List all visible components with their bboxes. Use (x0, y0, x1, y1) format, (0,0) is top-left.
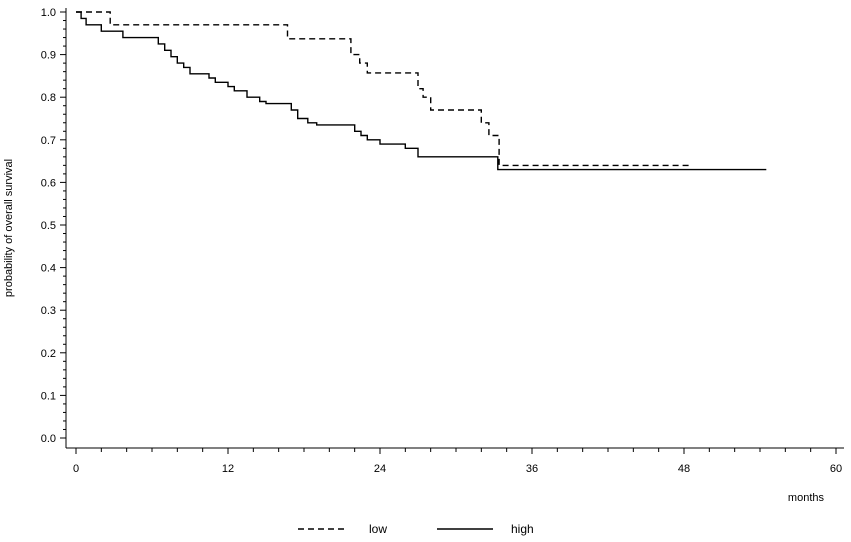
y-tick-label: 0.5 (41, 220, 56, 232)
x-tick-label: 36 (526, 463, 538, 475)
y-tick-label: 0.8 (41, 92, 56, 104)
y-tick-label: 0.1 (41, 390, 56, 402)
legend-label-high: high (511, 522, 534, 536)
x-tick-label: 12 (222, 463, 234, 475)
y-tick-label: 0.2 (41, 348, 56, 360)
legend: low high (298, 522, 534, 536)
legend-label-low: low (369, 522, 387, 536)
x-tick-label: 60 (830, 463, 842, 475)
y-tick-label: 0.3 (41, 305, 56, 317)
y-tick-label: 0.4 (41, 263, 56, 275)
x-tick-label: 24 (374, 463, 386, 475)
series-layer (76, 11, 767, 171)
y-tick-label: 1.0 (41, 7, 56, 19)
y-axis-title: probability of overall survival (3, 159, 15, 297)
y-tick-label: 0.0 (41, 433, 56, 445)
y-axis-ticks: 0.0 0.1 0.2 0.3 0.4 0.5 0.6 0.7 0.8 0.9 1.0 (41, 7, 66, 445)
x-tick-label: 48 (678, 463, 690, 475)
x-tick-label: 0 (73, 463, 79, 475)
y-tick-label: 0.9 (41, 50, 56, 62)
plot-frame (65, 8, 844, 449)
series-line-low (76, 11, 691, 167)
x-axis-ticks: 0 12 24 36 48 60 (73, 448, 842, 475)
x-axis-title: months (788, 492, 825, 504)
y-tick-label: 0.6 (41, 177, 56, 189)
y-tick-label: 0.7 (41, 135, 56, 147)
series-line-high (76, 11, 767, 171)
